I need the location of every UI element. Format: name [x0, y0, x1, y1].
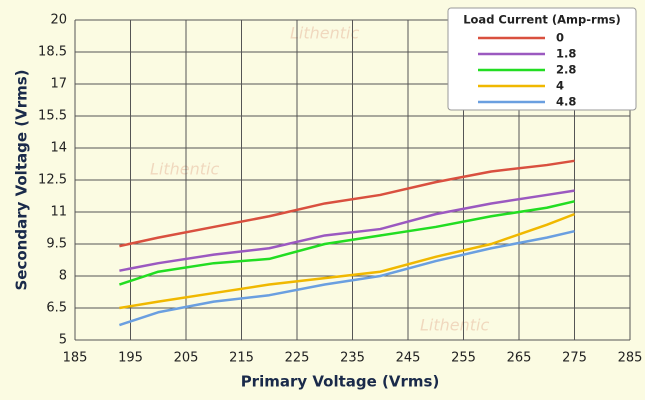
y-tick-label: 17 — [50, 77, 67, 92]
y-tick-label: 6.5 — [46, 301, 67, 316]
x-tick-label: 275 — [562, 351, 587, 366]
x-tick-label: 205 — [174, 351, 199, 366]
x-axis-label: Primary Voltage (Vrms) — [241, 373, 440, 391]
y-axis-label: Secondary Voltage (Vrms) — [13, 69, 31, 290]
legend-label: 4.8 — [556, 95, 576, 109]
legend-box — [447, 7, 637, 111]
series-line — [119, 212, 575, 310]
watermark: Lithentic — [420, 316, 489, 335]
y-tick-label: 9.5 — [46, 237, 67, 252]
legend-label: 2.8 — [556, 63, 576, 77]
series-line — [119, 200, 575, 286]
x-tick-label: 185 — [63, 351, 88, 366]
y-tick-label: 5 — [59, 333, 67, 348]
series-line — [119, 189, 575, 272]
y-tick-label: 8 — [59, 269, 67, 284]
legend-title: Load Current (Amp-rms) — [463, 13, 621, 27]
watermark: Lithentic — [150, 160, 219, 179]
y-tick-label: 12.5 — [38, 173, 67, 188]
legend: Load Current (Amp-rms) 0 1.8 2.8 4 4.8 — [447, 7, 637, 111]
legend-label: 4 — [556, 79, 564, 93]
x-tick-label: 215 — [229, 351, 254, 366]
legend-label: 1.8 — [556, 47, 576, 61]
x-tick-label: 225 — [285, 351, 310, 366]
y-tick-label: 18.5 — [38, 45, 67, 60]
x-tick-label: 245 — [396, 351, 421, 366]
y-tick-label: 14 — [50, 141, 67, 156]
watermarks: Lithentic Lithentic Lithentic — [150, 24, 489, 335]
watermark: Lithentic — [290, 24, 359, 43]
y-tick-label: 15.5 — [38, 109, 67, 124]
x-tick-label: 195 — [118, 351, 143, 366]
x-tick-label: 285 — [618, 351, 643, 366]
series-line — [119, 159, 575, 248]
y-tick-label: 20 — [50, 13, 67, 28]
x-tick-label: 255 — [451, 351, 476, 366]
series-line — [119, 229, 575, 327]
y-tick-label: 11 — [50, 205, 67, 220]
x-tick-label: 235 — [340, 351, 365, 366]
x-tick-label: 265 — [507, 351, 532, 366]
legend-label: 0 — [556, 31, 564, 45]
